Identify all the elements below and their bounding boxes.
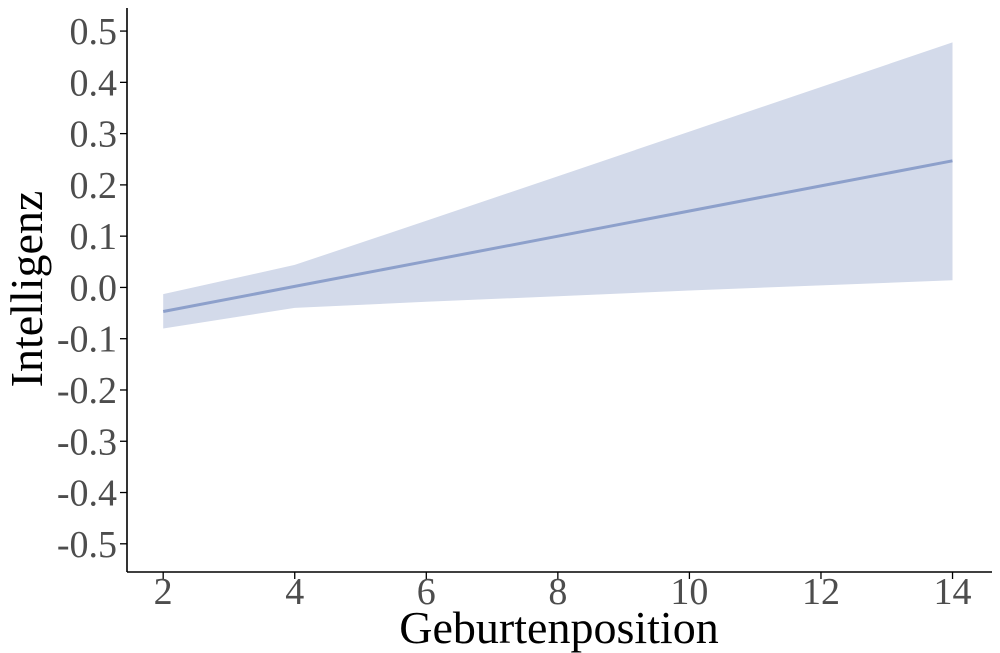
x-tick-label: 2: [154, 571, 173, 613]
x-tick-label: 8: [548, 571, 567, 613]
x-tick-label: 4: [285, 571, 304, 613]
y-tick-label: 0.2: [70, 165, 118, 207]
y-tick-label: 0.4: [70, 62, 118, 104]
y-tick-label: 0.3: [70, 114, 118, 156]
x-tick-label: 6: [417, 571, 436, 613]
y-tick-label: 0.1: [70, 216, 118, 258]
y-tick-label: -0.1: [57, 319, 117, 361]
regression-line: [162, 159, 953, 313]
y-tick-label: -0.2: [57, 370, 117, 412]
y-tick-label: -0.5: [57, 524, 117, 566]
y-tick-label: 0.0: [70, 267, 118, 309]
y-axis-ticks: 0.5 0.4 0.3 0.2 0.1 0.0 -0.1 -0.2 -0.3 -0.4 -0.5: [57, 11, 127, 566]
y-tick-label: 0.5: [70, 11, 118, 53]
y-axis-title: Intelligenz: [1, 191, 52, 388]
x-tick-label: 10: [670, 571, 708, 613]
y-tick-label: -0.4: [57, 473, 117, 515]
plot-area: [162, 42, 953, 329]
x-tick-label: 14: [934, 571, 972, 613]
x-tick-label: 12: [802, 571, 840, 613]
x-axis-ticks: 2 4 6 8 10 12 14: [154, 571, 972, 613]
y-tick-label: -0.3: [57, 421, 117, 463]
confidence-band: [163, 42, 953, 329]
x-axis-title: Geburtenposition: [399, 602, 718, 653]
